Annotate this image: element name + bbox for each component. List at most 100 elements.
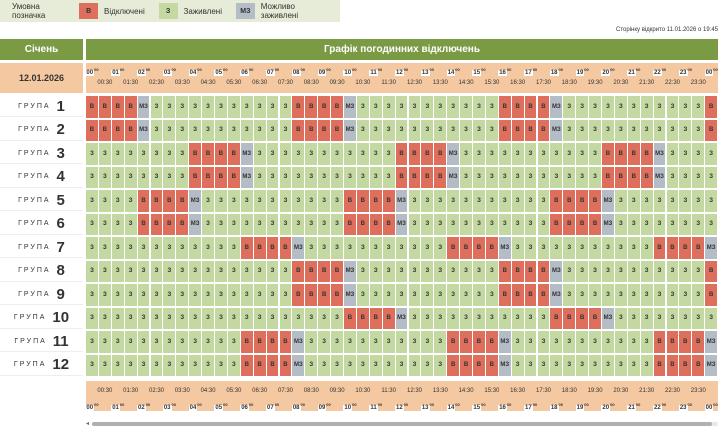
half-hour-label: 14:30	[458, 388, 474, 394]
half-hour-label: 22:30	[664, 80, 680, 86]
schedule-cell: З	[576, 237, 589, 259]
schedule-cell: З	[215, 190, 227, 212]
hour-label: 1100	[363, 67, 389, 76]
schedule-cell: В	[666, 354, 679, 376]
schedule-cell: В	[563, 307, 576, 329]
schedule-cell: З	[705, 166, 718, 188]
hour-label-text: 12	[395, 405, 404, 411]
hour-label-text: 08	[291, 405, 301, 411]
hour-label-text: 23	[678, 70, 688, 76]
schedule-cell: З	[653, 307, 666, 329]
schedule-cell: З	[163, 237, 176, 259]
schedule-cell: В	[111, 96, 124, 118]
legend-swatch-off: В	[79, 3, 99, 19]
schedule-cell: З	[215, 213, 227, 235]
group-label-6: ГРУПА 6	[0, 213, 83, 235]
schedule-cell: В	[511, 284, 524, 306]
schedule-cell: З	[253, 119, 266, 141]
schedule-cell: З	[537, 237, 550, 259]
group-label-5: ГРУПА 5	[0, 190, 83, 211]
schedule-cell: В	[537, 119, 550, 141]
schedule-cell: З	[447, 260, 460, 282]
schedule-cell: В	[150, 190, 163, 212]
schedule-cell: З	[202, 190, 214, 212]
hour-minutes: 00	[635, 67, 641, 72]
schedule-cell: В	[473, 237, 485, 259]
schedule-cell: В	[163, 213, 176, 235]
schedule-cell: З	[111, 307, 124, 329]
schedule-cell: В	[679, 331, 692, 353]
schedule-cell: З	[253, 260, 266, 282]
horizontal-scrollbar[interactable]: ◂	[86, 420, 718, 427]
schedule-cell: З	[86, 237, 98, 259]
schedule-cell: З	[111, 331, 124, 353]
half-hour-label: 05:30	[226, 388, 242, 394]
schedule-cell: В	[124, 119, 137, 141]
schedule-cell: З	[666, 260, 679, 282]
schedule-cell: В	[498, 96, 511, 118]
hour-label-text: 17	[524, 70, 533, 76]
schedule-cell: З	[215, 96, 227, 118]
group-label-9: ГРУПА 9	[0, 284, 83, 305]
schedule-cell: З	[318, 166, 331, 188]
schedule-cell: В	[266, 237, 279, 259]
hour-minutes: 00	[610, 67, 615, 72]
schedule-cell: З	[215, 119, 227, 141]
hour-label: 1600	[492, 402, 518, 411]
half-hour-label: 10:30	[355, 388, 371, 394]
hour-minutes: 00	[584, 402, 589, 407]
schedule-cell: З	[666, 307, 679, 329]
schedule-cell: В	[253, 331, 266, 353]
half-hour-label: 23:30	[690, 388, 706, 394]
half-hour-label: 06:30	[252, 80, 268, 86]
schedule-cell: З	[447, 119, 460, 141]
hour-minutes: 00	[197, 402, 202, 407]
scrollbar-thumb[interactable]	[92, 422, 712, 426]
half-hour-label: 20:30	[613, 80, 629, 86]
schedule-cell: З	[589, 237, 601, 259]
schedule-cell: З	[124, 284, 137, 306]
schedule-cell: З	[202, 354, 214, 376]
schedule-cell: В	[473, 354, 485, 376]
schedule-cell: З	[434, 96, 447, 118]
schedule-cell: МЗ	[395, 213, 408, 235]
group-number: 4	[56, 168, 65, 185]
schedule-cell: В	[240, 331, 253, 353]
schedule-cell: З	[498, 213, 511, 235]
schedule-cell: З	[189, 237, 202, 259]
hour-label-text: 09	[317, 405, 327, 411]
schedule-cell: З	[395, 237, 408, 259]
hour-minutes: 00	[300, 402, 305, 407]
hour-minutes: 00	[455, 402, 460, 407]
schedule-cell: В	[318, 119, 331, 141]
schedule-cell: З	[111, 190, 124, 212]
schedule-cell: З	[279, 166, 292, 188]
schedule-cell: З	[460, 143, 472, 165]
schedule-cell: З	[395, 260, 408, 282]
schedule-cell: З	[266, 166, 279, 188]
group-label-11: ГРУПА 11	[0, 331, 83, 352]
schedule-cell: В	[653, 354, 666, 376]
schedule-cell: З	[511, 331, 524, 353]
schedule-cell: В	[163, 190, 176, 212]
schedule-cell: З	[614, 307, 627, 329]
schedule-cell: З	[124, 143, 137, 165]
schedule-cell: В	[524, 119, 537, 141]
schedule-cell: В	[266, 354, 279, 376]
hour-label-text: 01	[111, 405, 120, 411]
schedule-cell: З	[356, 260, 369, 282]
schedule-cell: З	[524, 331, 537, 353]
schedule-cell: З	[124, 213, 137, 235]
schedule-cell: З	[240, 307, 253, 329]
schedule-cell: З	[176, 119, 189, 141]
schedule-cell: З	[511, 307, 524, 329]
schedule-cell: З	[653, 190, 666, 212]
half-hour-label: 22:30	[664, 388, 680, 394]
schedule-cell: З	[202, 284, 214, 306]
scroll-left-icon[interactable]: ◂	[86, 421, 90, 427]
schedule-cell: В	[253, 237, 266, 259]
schedule-cell: З	[240, 260, 253, 282]
schedule-cell: З	[434, 307, 447, 329]
schedule-cell: З	[640, 307, 653, 329]
hour-label: 1700	[518, 402, 544, 411]
